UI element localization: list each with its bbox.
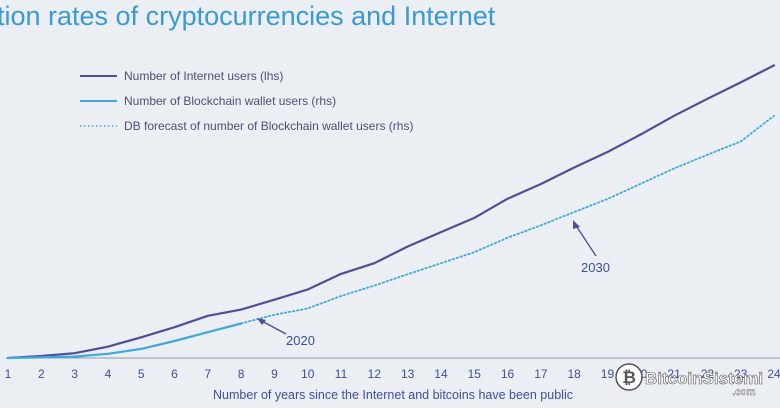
annotation-2030-arrowhead [573, 220, 580, 229]
annotation-2020-arrowhead [257, 318, 266, 325]
legend: Number of Internet users (lhs) Number of… [80, 69, 413, 133]
x-tick-label: 24 [767, 367, 780, 381]
x-tick-label: 13 [401, 367, 415, 381]
x-tick-label: 21 [667, 367, 681, 381]
bitcoin-icon [615, 363, 643, 391]
watermark: ₿ BitcoinSistemi .com [615, 363, 763, 398]
annotation-2020: 2020 [286, 333, 315, 348]
x-tick-label: 15 [468, 367, 482, 381]
x-tick-label: 6 [171, 367, 178, 381]
legend-label-forecast: DB forecast of number of Blockchain wall… [124, 119, 413, 133]
series-line-internet-users [6, 64, 776, 360]
x-tick-label: 8 [238, 367, 245, 381]
x-tick-label: 10 [301, 367, 315, 381]
x-tick-label: 5 [138, 367, 145, 381]
x-tick-label: 3 [71, 367, 78, 381]
x-tick-label: 23 [734, 367, 748, 381]
annotation-2020-arrow [259, 319, 287, 335]
x-tick-label: 14 [434, 367, 448, 381]
chart-title: tion rates of cryptocurrencies and Inter… [0, 1, 496, 31]
x-tick-label: 22 [701, 367, 715, 381]
x-tick-label: 11 [335, 367, 348, 381]
x-tick-label: 16 [501, 367, 515, 381]
x-tick-label: 2 [38, 367, 45, 381]
x-tick-label: 12 [368, 367, 382, 381]
annotation-2030-arrow [574, 223, 597, 257]
x-tick-label: 17 [534, 367, 548, 381]
annotation-2030: 2030 [581, 260, 610, 275]
x-axis-label: Number of years since the Internet and b… [213, 388, 573, 402]
x-tick-label: 18 [567, 367, 581, 381]
legend-label-blockchain: Number of Blockchain wallet users (rhs) [124, 94, 336, 108]
series-line-blockchain-wallet-users [6, 322, 243, 360]
annotations: 2020 2030 [257, 220, 610, 348]
legend-label-internet: Number of Internet users (lhs) [124, 69, 283, 83]
svg-text:₿: ₿ [622, 368, 636, 387]
watermark-domain: .com [732, 387, 755, 398]
series-line-blockchain-forecast [240, 114, 775, 325]
watermark-brand: BitcoinSistemi [645, 369, 763, 388]
x-tick-label: 19 [601, 367, 615, 381]
x-tick-label: 9 [271, 367, 278, 381]
x-tick-label: 1 [5, 367, 12, 381]
x-tick-label: 7 [204, 367, 211, 381]
x-tick-label: 4 [105, 367, 112, 381]
